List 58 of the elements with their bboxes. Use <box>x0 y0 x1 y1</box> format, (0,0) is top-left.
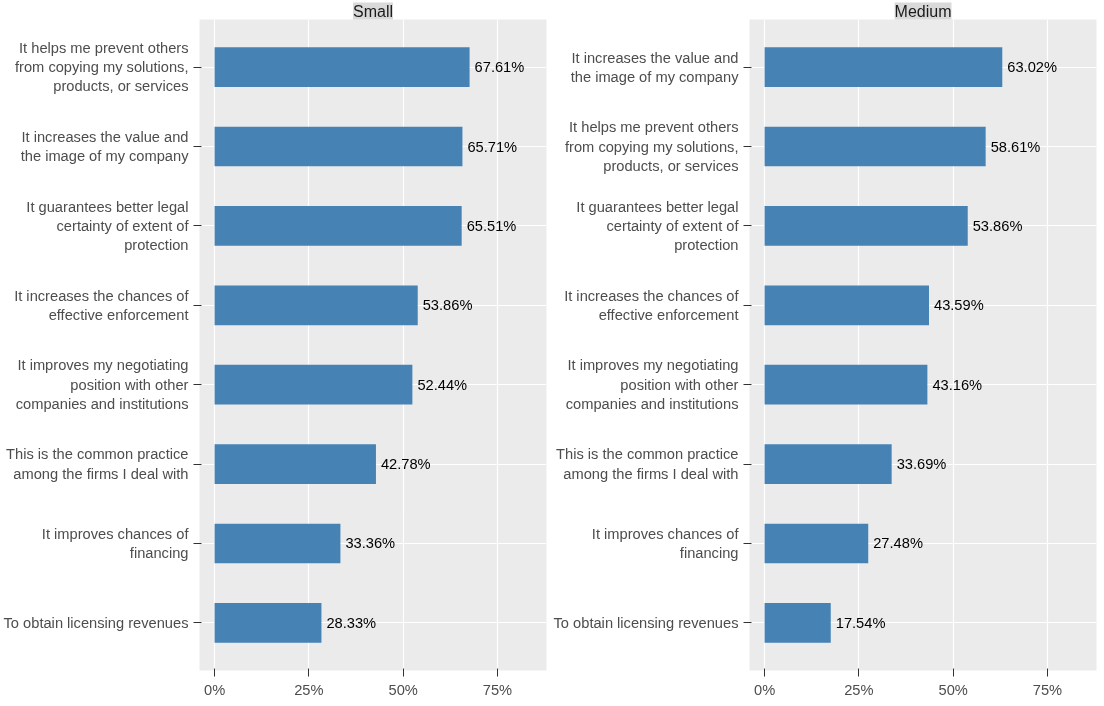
bar <box>214 206 462 246</box>
y-tick-label: It increases the value and the image of my company <box>20 128 190 165</box>
data-label: 33.69% <box>896 456 947 473</box>
data-label: 63.02% <box>1007 59 1057 76</box>
y-tick-label: It improves my negotiating position with other companies and institutions <box>15 357 189 412</box>
bar <box>764 523 869 564</box>
y-tick-label: It increases the value and the image of my company <box>570 49 740 85</box>
y-tick-label: It increases the chances of effective enforcement <box>564 287 740 323</box>
x-tick-label: 75% <box>1032 681 1063 698</box>
data-label: 65.51% <box>466 217 517 234</box>
x-tick-label: 25% <box>844 681 874 698</box>
x-tick-label: 75% <box>482 681 513 698</box>
bar <box>214 47 470 87</box>
bar <box>214 285 418 326</box>
bar <box>764 444 892 484</box>
data-label: 33.36% <box>345 535 396 552</box>
bar <box>764 285 929 326</box>
bar <box>764 364 928 405</box>
data-label: 28.33% <box>326 614 377 631</box>
chart-title: Medium <box>894 2 952 20</box>
data-label: 42.78% <box>380 456 431 473</box>
y-tick-label: To obtain licensing revenues <box>553 614 739 631</box>
y-tick-label: It improves my negotiating position with other companies and institutions <box>565 357 739 412</box>
x-tick-label: 0% <box>754 681 776 698</box>
data-label: 58.61% <box>990 138 1041 155</box>
x-tick-label: 25% <box>294 681 324 698</box>
data-label: 53.86% <box>422 297 473 314</box>
y-tick-label: It helps me prevent others from copying my solutions, products, or services <box>15 39 189 95</box>
y-tick-label: It helps me prevent others from copying my solutions, products, or services <box>565 119 739 174</box>
bar <box>764 126 986 167</box>
y-tick-label: It increases the chances of effective enforcement <box>14 287 190 323</box>
bar <box>764 206 968 246</box>
data-label: 17.54% <box>835 614 886 631</box>
x-tick-label: 50% <box>388 681 418 698</box>
bar <box>214 523 341 564</box>
data-label: 27.48% <box>873 535 923 552</box>
chart-title: Small <box>353 2 394 20</box>
y-tick-label: This is the common practice among the firms I deal with <box>6 446 189 482</box>
bar <box>764 47 1003 87</box>
bar <box>214 126 463 167</box>
y-tick-label: It guarantees better legal certainty of extent of protection <box>26 198 190 254</box>
data-label: 67.61% <box>474 59 525 76</box>
y-tick-label: It improves chances of financing <box>591 525 740 562</box>
bar <box>214 444 376 484</box>
y-tick-label: It guarantees better legal certainty of extent of protection <box>576 198 740 254</box>
data-label: 53.86% <box>972 217 1023 234</box>
bar <box>214 603 322 643</box>
y-tick-label: To obtain licensing revenues <box>3 614 189 631</box>
bar <box>764 603 831 643</box>
data-label: 43.59% <box>934 297 984 314</box>
data-label: 65.71% <box>467 138 518 155</box>
y-tick-label: This is the common practice among the firms I deal with <box>556 446 739 482</box>
y-tick-label: It improves chances of financing <box>41 525 190 562</box>
data-label: 52.44% <box>417 376 468 393</box>
bar <box>214 364 413 405</box>
data-label: 43.16% <box>932 376 983 393</box>
x-tick-label: 50% <box>938 681 968 698</box>
x-tick-label: 0% <box>204 681 226 698</box>
